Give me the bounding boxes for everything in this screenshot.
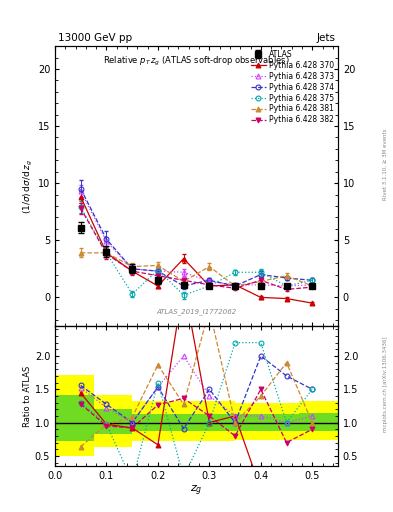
Pythia 6.428 370 — [78, 194, 83, 200]
Pythia 6.428 381 — [181, 279, 186, 285]
Pythia 6.428 375 — [310, 277, 315, 283]
Text: Relative $p_T\,z_g$ (ATLAS soft-drop observables): Relative $p_T\,z_g$ (ATLAS soft-drop obs… — [103, 54, 290, 68]
Pythia 6.428 373 — [310, 282, 315, 288]
Pythia 6.428 382 — [310, 284, 315, 290]
Pythia 6.428 375 — [130, 291, 134, 297]
Pythia 6.428 382 — [78, 205, 83, 211]
Pythia 6.428 373 — [207, 279, 212, 285]
Pythia 6.428 374 — [78, 186, 83, 192]
Pythia 6.428 375 — [207, 283, 212, 289]
Pythia 6.428 375 — [259, 269, 263, 275]
Pythia 6.428 374 — [130, 266, 134, 272]
Pythia 6.428 373 — [181, 269, 186, 275]
Pythia 6.428 374 — [104, 236, 109, 242]
Pythia 6.428 381 — [207, 264, 212, 270]
Pythia 6.428 382 — [181, 277, 186, 283]
Pythia 6.428 375 — [156, 267, 160, 273]
Pythia 6.428 373 — [156, 268, 160, 274]
Pythia 6.428 370 — [259, 294, 263, 301]
Pythia 6.428 382 — [233, 285, 237, 291]
Pythia 6.428 370 — [310, 300, 315, 306]
Pythia 6.428 374 — [207, 277, 212, 283]
Pythia 6.428 370 — [104, 250, 109, 256]
Legend: ATLAS, Pythia 6.428 370, Pythia 6.428 373, Pythia 6.428 374, Pythia 6.428 375, P: ATLAS, Pythia 6.428 370, Pythia 6.428 37… — [249, 48, 336, 126]
Text: Rivet 3.1.10, ≥ 3M events: Rivet 3.1.10, ≥ 3M events — [383, 128, 388, 200]
Line: Pythia 6.428 370: Pythia 6.428 370 — [78, 195, 315, 306]
Y-axis label: $(1/\sigma)\,\mathrm{d}\sigma/\mathrm{d}\,z_g$: $(1/\sigma)\,\mathrm{d}\sigma/\mathrm{d}… — [22, 159, 35, 214]
Pythia 6.428 374 — [259, 271, 263, 278]
Pythia 6.428 374 — [156, 268, 160, 274]
Line: Pythia 6.428 374: Pythia 6.428 374 — [78, 186, 315, 288]
Pythia 6.428 375 — [233, 269, 237, 275]
Text: Jets: Jets — [316, 33, 335, 44]
Text: mcplots.cern.ch [arXiv:1306.3436]: mcplots.cern.ch [arXiv:1306.3436] — [383, 336, 388, 432]
Pythia 6.428 381 — [104, 250, 109, 256]
Pythia 6.428 373 — [78, 188, 83, 194]
Pythia 6.428 381 — [310, 283, 315, 289]
Pythia 6.428 375 — [78, 204, 83, 210]
Pythia 6.428 370 — [284, 295, 289, 302]
X-axis label: $z_g$: $z_g$ — [190, 483, 203, 498]
Pythia 6.428 370 — [181, 255, 186, 262]
Line: Pythia 6.428 373: Pythia 6.428 373 — [78, 189, 315, 288]
Pythia 6.428 381 — [233, 283, 237, 289]
Pythia 6.428 381 — [156, 262, 160, 268]
Pythia 6.428 382 — [156, 272, 160, 279]
Pythia 6.428 381 — [284, 272, 289, 279]
Y-axis label: Ratio to ATLAS: Ratio to ATLAS — [23, 366, 32, 426]
Pythia 6.428 373 — [233, 282, 237, 288]
Pythia 6.428 370 — [207, 283, 212, 289]
Line: Pythia 6.428 381: Pythia 6.428 381 — [78, 250, 315, 288]
Line: Pythia 6.428 382: Pythia 6.428 382 — [78, 206, 315, 292]
Pythia 6.428 374 — [181, 283, 186, 289]
Pythia 6.428 370 — [156, 283, 160, 289]
Pythia 6.428 381 — [130, 264, 134, 270]
Pythia 6.428 370 — [130, 268, 134, 274]
Pythia 6.428 375 — [181, 292, 186, 298]
Text: 13000 GeV pp: 13000 GeV pp — [58, 33, 132, 44]
Pythia 6.428 373 — [130, 266, 134, 272]
Pythia 6.428 373 — [104, 239, 109, 245]
Pythia 6.428 382 — [207, 282, 212, 288]
Line: Pythia 6.428 375: Pythia 6.428 375 — [78, 205, 315, 297]
Pythia 6.428 381 — [259, 279, 263, 285]
Pythia 6.428 375 — [104, 250, 109, 256]
Pythia 6.428 382 — [130, 268, 134, 274]
Pythia 6.428 373 — [284, 283, 289, 289]
Pythia 6.428 381 — [78, 250, 83, 256]
Pythia 6.428 382 — [259, 277, 263, 283]
Pythia 6.428 374 — [310, 277, 315, 283]
Pythia 6.428 382 — [104, 251, 109, 257]
Pythia 6.428 382 — [284, 286, 289, 292]
Pythia 6.428 370 — [233, 282, 237, 288]
Pythia 6.428 374 — [284, 275, 289, 281]
Pythia 6.428 375 — [284, 283, 289, 289]
Pythia 6.428 373 — [259, 282, 263, 288]
Pythia 6.428 374 — [233, 283, 237, 289]
Text: ATLAS_2019_I1772062: ATLAS_2019_I1772062 — [156, 308, 237, 315]
